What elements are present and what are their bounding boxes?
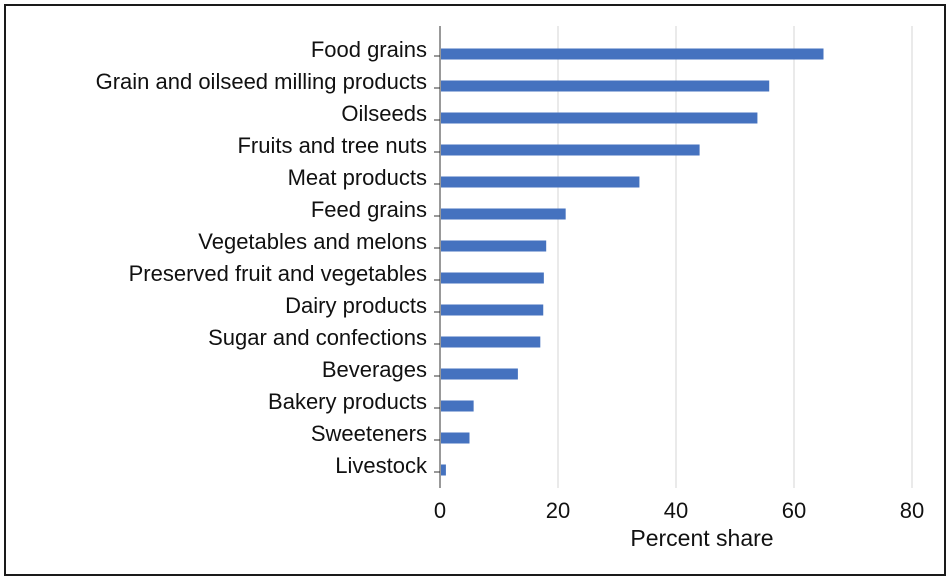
x-axis-title: Percent share: [630, 525, 773, 551]
bars: [441, 48, 824, 476]
category-label-5: Feed grains: [311, 197, 427, 222]
bar-0: [441, 48, 824, 60]
category-label-8: Dairy products: [285, 293, 427, 318]
bar-5: [441, 208, 566, 220]
category-label-11: Bakery products: [268, 389, 427, 414]
bar-7: [441, 272, 544, 284]
category-label-2: Oilseeds: [341, 101, 427, 126]
bar-12: [441, 432, 470, 444]
x-tick-label-80: 80: [900, 498, 924, 523]
bar-13: [441, 464, 446, 476]
gridlines: [557, 26, 913, 488]
category-label-10: Beverages: [322, 357, 427, 382]
y-axis: [434, 26, 441, 488]
bar-10: [441, 368, 518, 380]
category-label-13: Livestock: [335, 453, 428, 478]
category-label-9: Sugar and confections: [208, 325, 427, 350]
x-tick-label-20: 20: [546, 498, 570, 523]
bar-1: [441, 80, 770, 92]
bar-chart: Food grains Grain and oilseed milling pro…: [96, 26, 924, 551]
category-label-7: Preserved fruit and vegetables: [129, 261, 427, 286]
category-labels: Food grains Grain and oilseed milling pro…: [96, 37, 428, 478]
bar-6: [441, 240, 547, 252]
x-axis-ticks: 0 20 40 60 80: [434, 498, 924, 523]
bar-9: [441, 336, 541, 348]
category-label-1: Grain and oilseed milling products: [96, 69, 427, 94]
category-label-3: Fruits and tree nuts: [237, 133, 427, 158]
category-label-4: Meat products: [288, 165, 427, 190]
x-tick-label-40: 40: [664, 498, 688, 523]
category-label-0: Food grains: [311, 37, 427, 62]
bar-8: [441, 304, 544, 316]
category-label-12: Sweeteners: [311, 421, 427, 446]
bar-3: [441, 144, 700, 156]
bar-11: [441, 400, 474, 412]
chart-frame: Food grains Grain and oilseed milling pro…: [4, 4, 946, 576]
bar-4: [441, 176, 640, 188]
bar-2: [441, 112, 758, 124]
x-tick-label-0: 0: [434, 498, 446, 523]
category-label-6: Vegetables and melons: [198, 229, 427, 254]
x-tick-label-60: 60: [782, 498, 806, 523]
